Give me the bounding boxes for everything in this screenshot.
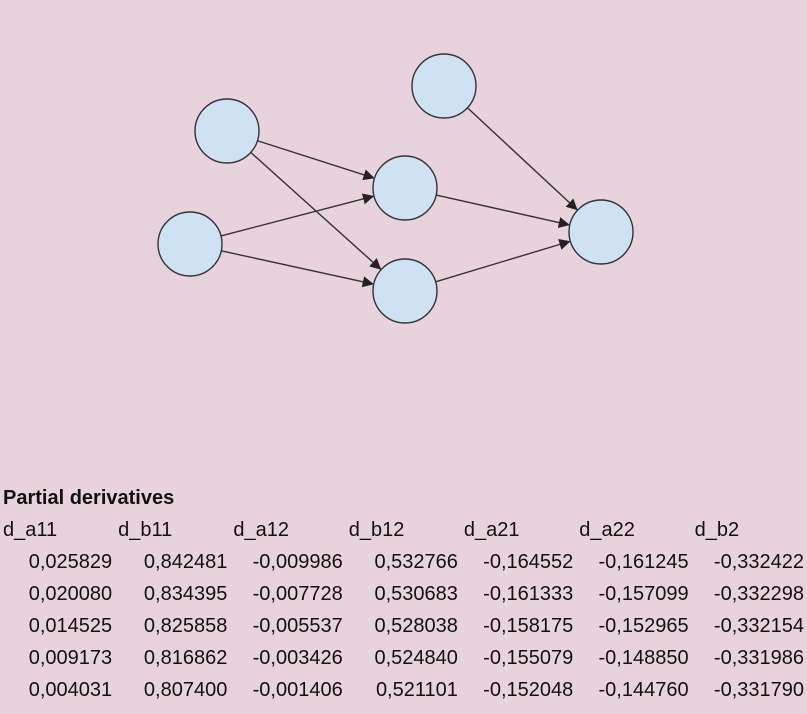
partial-derivatives-table: d_a11 d_b11 d_a12 d_b12 d_a21 d_a22 d_b2 0,025… [0,514,807,706]
table-cell: -0,152965 [598,614,689,637]
table-cell: -0,332154 [713,614,804,637]
table-cell: 0,025829 [28,550,113,573]
edge-h1-to-out [436,194,570,229]
table-cell: 0,807400 [143,678,228,701]
edge-h2-to-out [435,239,571,283]
table-cell: 0,524840 [374,646,458,669]
table-cell: -0,331986 [713,646,804,669]
table-cell: -0,005537 [252,614,343,637]
node-out [568,199,634,265]
node-bias [411,53,477,119]
table-cell: -0,161333 [483,582,574,605]
table-cell: 0,816862 [143,646,228,669]
table-cell: -0,158175 [483,614,574,637]
column-header: d_a22 [579,518,635,541]
table-cell: -0,148850 [598,646,689,669]
edge-bias-to-out [466,107,578,211]
table-cell: 0,009173 [28,646,113,669]
table-cell: -0,157099 [598,582,689,605]
table-cell: -0,144760 [598,678,689,701]
table-row: 0,025829 0,842481 -0,009986 0,532766 -0,1645… [0,546,807,578]
edge-in2-to-h2 [221,250,374,288]
table-cell: 0,004031 [28,678,113,701]
table-cell: -0,331790 [713,678,804,701]
table-cell: -0,164552 [483,550,574,573]
table-cell: 0,842481 [143,550,228,573]
table-cell: 0,825858 [143,614,228,637]
table-cell: 0,528038 [374,614,458,637]
edge-in1-to-h1 [257,140,375,181]
table-cell: -0,332298 [713,582,804,605]
column-header: d_a21 [463,518,520,541]
table-row: 0,020080 0,834395 -0,007728 0,530683 -0,1613… [0,578,807,610]
table-cell: -0,003426 [252,646,343,669]
table-cell: 0,014525 [28,614,113,637]
table-cell: -0,332422 [713,550,804,573]
edge-in2-to-h1 [220,193,375,237]
column-header: d_b11 [118,518,173,541]
node-h2 [372,258,438,324]
table-cell: 0,530683 [374,582,458,605]
table-cell: -0,009986 [252,550,343,573]
column-header: d_b12 [348,518,405,541]
table-row: 0,004031 0,807400 -0,001406 0,521101 -0,1520… [0,674,807,706]
neural-network-diagram [157,53,634,324]
table-cell: -0,152048 [483,678,574,701]
table-cell: -0,161245 [598,550,689,573]
table-cell: -0,001406 [252,678,343,701]
table-cell: 0,521101 [375,678,458,701]
table-row: 0,014525 0,825858 -0,005537 0,528038 -0,1581… [0,610,807,642]
table-cell: 0,020080 [28,582,113,605]
column-header: d_a11 [3,518,58,541]
node-in1 [194,98,260,164]
section-title: Partial derivatives [3,487,175,509]
table-cell: -0,155079 [483,646,574,669]
table-cell: -0,007728 [252,582,343,605]
table-cell: 0,834395 [143,582,228,605]
column-header: d_b2 [694,518,740,541]
table-body: 0,025829 0,842481 -0,009986 0,532766 -0,1645… [0,546,807,706]
table-cell: 0,532766 [374,550,458,573]
node-in2 [157,211,223,277]
table-row: 0,009173 0,816862 -0,003426 0,524840 -0,1550… [0,642,807,674]
table-header-row: d_a11 d_b11 d_a12 d_b12 d_a21 d_a22 d_b2 [0,514,807,546]
column-header: d_a12 [233,518,289,541]
node-h1 [372,155,438,221]
